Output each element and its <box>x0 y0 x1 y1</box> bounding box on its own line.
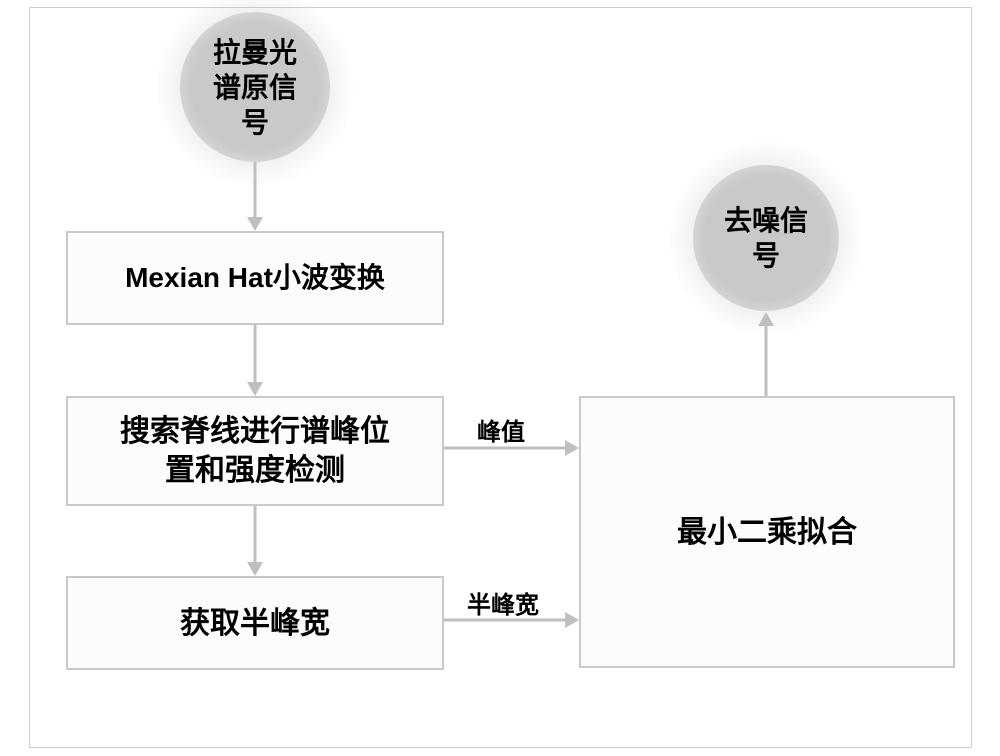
diagram-canvas: 拉曼光谱原信号 去噪信号 Mexian Hat小波变换 搜索脊线进行谱峰位置和强… <box>0 0 1000 756</box>
edge-label-halfwidth-text: 半峰宽 <box>467 592 539 619</box>
wavelet-node-label: Mexian Hat小波变换 <box>125 260 385 296</box>
halfwidth-node-label: 获取半峰宽 <box>180 604 330 643</box>
end-node-label: 去噪信号 <box>724 203 808 273</box>
edge-label-peak-text: 峰值 <box>477 419 525 446</box>
edge-label-peak: 峰值 <box>477 412 525 447</box>
ridge-node-label: 搜索脊线进行谱峰位置和强度检测 <box>120 412 390 490</box>
lsq-node-label: 最小二乘拟合 <box>677 513 857 552</box>
halfwidth-node: 获取半峰宽 <box>66 576 444 670</box>
lsq-node: 最小二乘拟合 <box>579 396 955 668</box>
start-node: 拉曼光谱原信号 <box>180 12 330 162</box>
edge-label-halfwidth: 半峰宽 <box>467 585 539 620</box>
wavelet-node: Mexian Hat小波变换 <box>66 231 444 325</box>
ridge-node: 搜索脊线进行谱峰位置和强度检测 <box>66 396 444 506</box>
start-node-label: 拉曼光谱原信号 <box>213 35 297 140</box>
end-node: 去噪信号 <box>693 165 839 311</box>
